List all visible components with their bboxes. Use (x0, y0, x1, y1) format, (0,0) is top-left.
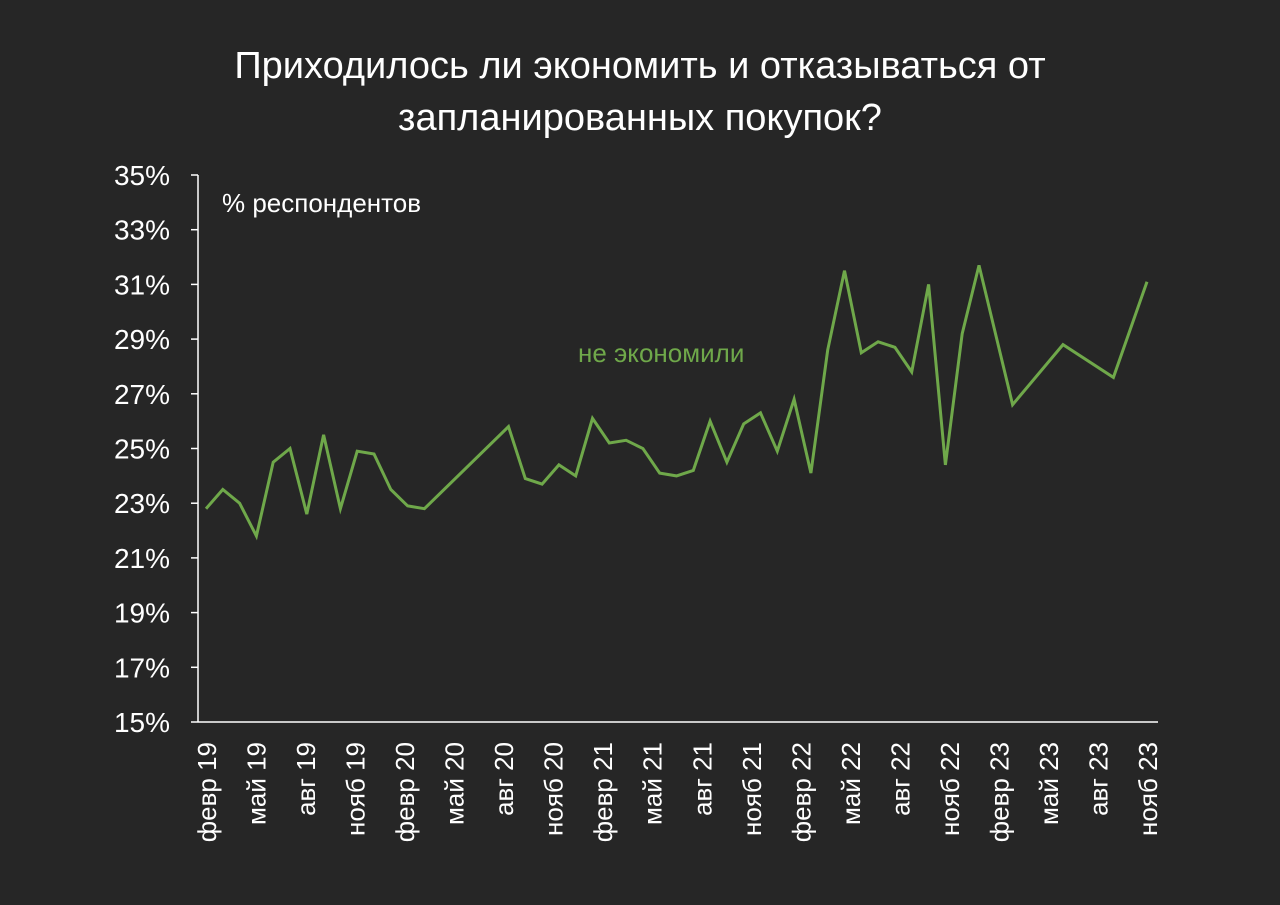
x-tick-label: нояб 21 (737, 742, 767, 836)
y-tick-label: 31% (114, 269, 170, 300)
y-axis-ticks: 15% 17% 19% 21% 23% 25% 27% 29% 31% 33% 35% (114, 160, 198, 738)
x-tick-label: февр 21 (588, 742, 618, 842)
x-tick-label: нояб 22 (935, 742, 965, 836)
x-tick-label: май 19 (242, 742, 272, 825)
series-group (204, 264, 1149, 541)
x-tick-label: нояб 19 (341, 742, 371, 836)
y-tick-label: 23% (114, 488, 170, 519)
y-tick-label: 21% (114, 543, 170, 574)
unit-label: % респондентов (222, 188, 421, 218)
x-tick-label: февр 19 (192, 742, 222, 842)
series-label: не экономили (578, 338, 744, 368)
y-tick-label: 25% (114, 434, 170, 465)
y-tick-label: 27% (114, 379, 170, 410)
x-tick-label: нояб 20 (539, 742, 569, 836)
x-tick-label: авг 22 (885, 742, 915, 816)
x-tick-label: авг 21 (687, 742, 717, 816)
chart-title-line-1: Приходилось ли экономить и отказываться … (234, 45, 1046, 87)
x-tick-label: февр 20 (390, 742, 420, 842)
chart-title-line-2: запланированных покупок? (398, 97, 882, 139)
y-tick-label: 35% (114, 160, 170, 191)
y-tick-label: 33% (114, 215, 170, 246)
y-tick-label: 19% (114, 598, 170, 629)
y-tick-label: 15% (114, 707, 170, 738)
x-tick-label: февр 22 (786, 742, 816, 842)
series-line (204, 264, 1149, 541)
y-tick-label: 17% (114, 652, 170, 683)
chart-axes (197, 175, 1158, 723)
x-tick-label: май 22 (836, 742, 866, 825)
x-tick-label: февр 23 (984, 742, 1014, 842)
x-tick-label: нояб 23 (1133, 742, 1163, 836)
x-tick-label: май 20 (440, 742, 470, 825)
x-tick-label: май 23 (1034, 742, 1064, 825)
x-tick-label: авг 20 (489, 742, 519, 816)
x-tick-label: авг 19 (291, 742, 321, 816)
x-axis-ticks: февр 19 май 19 авг 19 нояб 19 февр 20 май 20 а… (192, 742, 1163, 842)
chart-title: Приходилось ли экономить и отказываться … (0, 40, 1280, 144)
x-tick-label: май 21 (638, 742, 668, 825)
y-tick-label: 29% (114, 324, 170, 355)
x-tick-label: авг 23 (1083, 742, 1113, 816)
